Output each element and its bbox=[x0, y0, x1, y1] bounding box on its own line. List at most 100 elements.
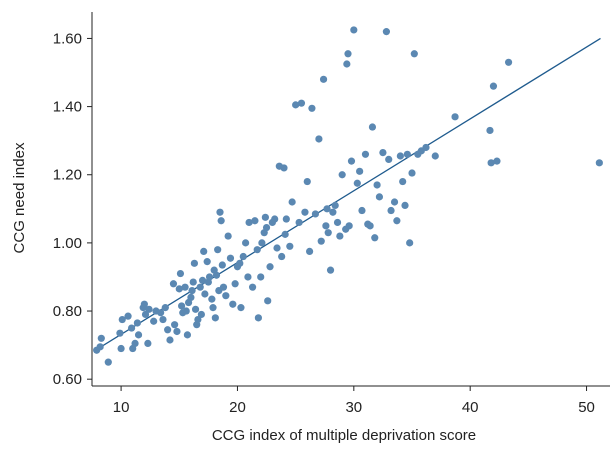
data-point bbox=[218, 261, 226, 269]
data-point bbox=[258, 239, 266, 247]
data-point bbox=[322, 222, 330, 230]
y-tick-label: 1.00 bbox=[53, 235, 82, 252]
data-point bbox=[286, 242, 294, 250]
data-point bbox=[242, 239, 250, 247]
data-point bbox=[175, 285, 183, 293]
data-point bbox=[201, 290, 209, 298]
data-point bbox=[96, 343, 104, 351]
data-point bbox=[336, 232, 344, 240]
x-tick-label: 20 bbox=[229, 399, 246, 416]
data-point bbox=[308, 104, 316, 112]
data-point bbox=[262, 223, 271, 232]
data-point bbox=[104, 358, 112, 366]
x-tick-label: 40 bbox=[462, 399, 479, 416]
data-point bbox=[144, 339, 152, 348]
data-point bbox=[251, 217, 259, 225]
y-axis-title: CCG need index bbox=[11, 142, 28, 253]
data-point bbox=[157, 309, 165, 317]
data-point bbox=[198, 276, 207, 284]
data-point bbox=[303, 177, 311, 186]
data-point bbox=[379, 148, 387, 157]
data-point bbox=[347, 157, 356, 165]
x-axis-ticks: 10 20 30 40 50 bbox=[113, 386, 595, 416]
data-point bbox=[191, 305, 200, 313]
data-point bbox=[164, 326, 172, 334]
data-point bbox=[200, 247, 208, 256]
data-point bbox=[358, 206, 366, 215]
data-point bbox=[176, 269, 185, 278]
data-point bbox=[451, 113, 459, 121]
data-point bbox=[295, 218, 303, 227]
data-point bbox=[208, 295, 216, 303]
data-point bbox=[315, 135, 323, 143]
data-point bbox=[422, 143, 430, 152]
x-tick-label: 50 bbox=[578, 399, 595, 416]
data-point bbox=[188, 286, 196, 295]
data-point bbox=[161, 304, 169, 312]
data-point bbox=[140, 300, 148, 308]
data-point bbox=[431, 152, 439, 160]
data-point bbox=[273, 244, 281, 252]
data-point bbox=[281, 230, 289, 238]
data-point bbox=[117, 344, 125, 353]
data-point bbox=[338, 171, 346, 179]
data-point bbox=[231, 280, 239, 288]
data-point bbox=[209, 304, 217, 312]
data-point bbox=[324, 229, 332, 237]
data-point bbox=[264, 297, 272, 305]
data-point bbox=[301, 208, 309, 216]
data-point bbox=[194, 315, 202, 324]
data-point bbox=[248, 283, 257, 291]
data-point bbox=[486, 126, 494, 135]
data-point bbox=[595, 159, 603, 167]
data-point bbox=[118, 315, 126, 324]
data-point bbox=[244, 273, 252, 281]
data-point bbox=[133, 319, 141, 327]
data-point bbox=[178, 302, 186, 310]
data-point bbox=[331, 201, 339, 210]
data-point bbox=[216, 208, 224, 216]
data-point bbox=[224, 232, 232, 240]
data-point bbox=[403, 150, 411, 158]
data-point bbox=[145, 305, 153, 313]
data-point bbox=[171, 321, 179, 329]
data-point bbox=[254, 314, 262, 322]
y-axis-ticks: 0.60 0.80 1.00 1.20 1.40 1.60 bbox=[53, 30, 92, 388]
data-point bbox=[253, 246, 261, 254]
data-point bbox=[131, 339, 139, 348]
data-point bbox=[211, 314, 219, 322]
data-point bbox=[493, 157, 501, 165]
trend-line bbox=[95, 37, 601, 351]
data-point bbox=[196, 283, 204, 291]
data-point bbox=[344, 50, 352, 58]
data-point bbox=[271, 215, 279, 223]
y-tick-label: 1.60 bbox=[53, 30, 82, 47]
data-point bbox=[361, 150, 370, 158]
data-point bbox=[375, 193, 384, 201]
y-tick-label: 1.20 bbox=[53, 167, 82, 184]
data-point bbox=[190, 259, 198, 267]
data-point bbox=[387, 206, 395, 215]
data-point bbox=[311, 210, 320, 218]
data-point bbox=[401, 201, 409, 210]
data-point bbox=[368, 123, 377, 131]
data-point bbox=[353, 179, 361, 187]
data-point bbox=[329, 208, 337, 216]
data-point bbox=[280, 164, 288, 172]
data-point bbox=[217, 217, 225, 225]
data-point bbox=[343, 60, 351, 68]
data-point bbox=[237, 304, 245, 312]
data-point bbox=[116, 329, 124, 337]
data-point bbox=[166, 336, 174, 344]
data-point bbox=[219, 283, 228, 291]
data-point bbox=[205, 273, 214, 281]
trend-line-layer bbox=[95, 37, 601, 351]
data-point bbox=[350, 26, 358, 34]
data-point bbox=[406, 239, 414, 247]
data-point bbox=[504, 58, 513, 66]
data-point bbox=[150, 317, 158, 325]
data-point bbox=[288, 198, 296, 206]
data-point bbox=[306, 247, 314, 256]
